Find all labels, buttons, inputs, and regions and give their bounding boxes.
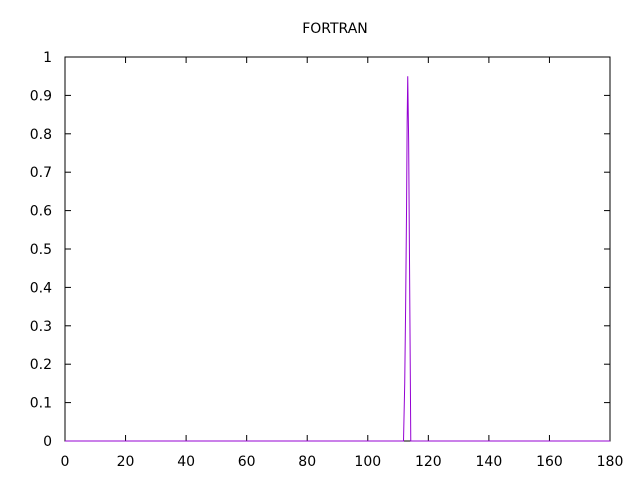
chart-title: FORTRAN xyxy=(302,21,368,37)
y-tick-label: 0.5 xyxy=(30,242,52,258)
x-tick-label: 180 xyxy=(597,454,624,470)
x-axis-ticks: 0 20 40 60 80 100 120 140 160 180 xyxy=(61,57,624,470)
y-tick-label: 0.2 xyxy=(30,357,52,373)
x-tick-label: 20 xyxy=(117,454,135,470)
x-tick-label: 0 xyxy=(61,454,70,470)
y-tick-label: 0.9 xyxy=(30,88,52,104)
y-axis-ticks: 0 0.1 0.2 0.3 0.4 0.5 0.6 0.7 0.8 0.9 1 xyxy=(30,50,610,450)
y-tick-label: 0.8 xyxy=(30,127,52,143)
x-tick-label: 80 xyxy=(298,454,316,470)
x-tick-label: 160 xyxy=(536,454,563,470)
y-tick-label: 0.1 xyxy=(30,396,52,412)
x-tick-label: 40 xyxy=(177,454,195,470)
x-tick-label: 100 xyxy=(354,454,381,470)
y-tick-label: 0 xyxy=(43,434,52,450)
y-tick-label: 0.7 xyxy=(30,165,52,181)
y-tick-label: 1 xyxy=(43,50,52,66)
plot-frame xyxy=(64,56,611,442)
x-tick-label: 60 xyxy=(238,454,256,470)
y-tick-label: 0.3 xyxy=(30,319,52,335)
y-tick-label: 0.4 xyxy=(30,280,52,296)
y-tick-label: 0.6 xyxy=(30,204,52,220)
x-tick-label: 120 xyxy=(415,454,442,470)
x-tick-label: 140 xyxy=(476,454,503,470)
series-layer xyxy=(65,76,610,442)
series-line-0 xyxy=(65,76,610,442)
